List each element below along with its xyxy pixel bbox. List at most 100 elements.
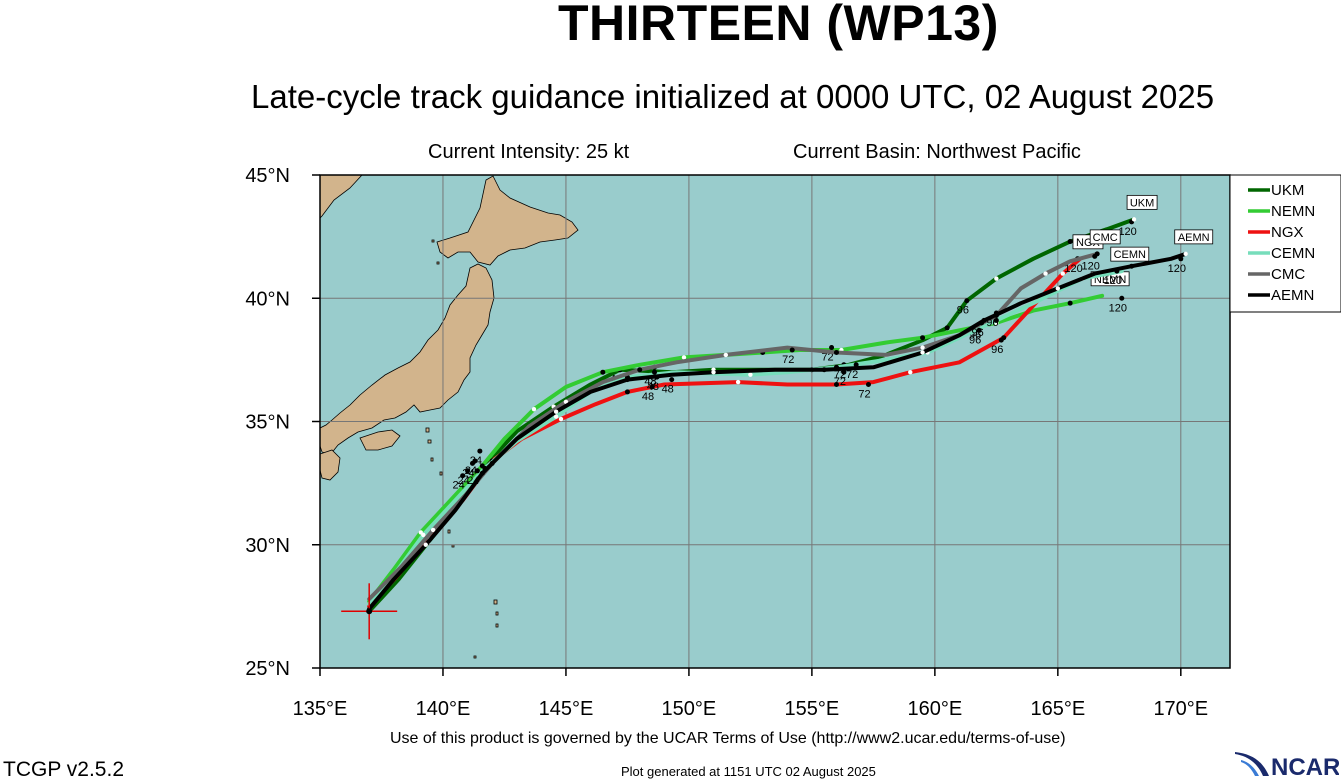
- track-point: [981, 317, 987, 323]
- track-point: [920, 335, 926, 341]
- legend: UKM NEMN NGX CEMN CMC AEMN: [1229, 174, 1341, 313]
- forecast-hour-label: 72: [782, 354, 794, 366]
- forecast-hour-dot: [460, 473, 466, 479]
- landmass-shikoku: [359, 429, 401, 451]
- lat-tick-label: 45°N: [245, 165, 290, 187]
- legend-label-cemn: CEMN: [1271, 245, 1315, 262]
- track-midpoint: [920, 345, 925, 350]
- track-layer: 24487296120UKM24487296120NEMN24487296120…: [367, 194, 1214, 614]
- lon-tick-label: 145°E: [539, 698, 594, 720]
- island: [431, 239, 435, 243]
- forecast-hour-label: 24: [465, 465, 477, 477]
- forecast-hour-label: 24: [457, 475, 469, 487]
- island: [495, 611, 499, 616]
- track-midpoint: [531, 406, 537, 412]
- legend-label-cmc: CMC: [1271, 266, 1305, 283]
- forecast-hour-label: 96: [986, 317, 998, 329]
- forecast-hour-label: 72: [834, 376, 846, 388]
- forecast-hour-dot: [1092, 253, 1098, 259]
- ncar-logo-swoosh-2: [1241, 760, 1259, 776]
- landmass-northwest: [320, 175, 363, 219]
- track-midpoint: [423, 542, 428, 547]
- forecast-hour-dot: [865, 382, 871, 388]
- track-point: [833, 382, 839, 388]
- lon-tick-label: 160°E: [908, 698, 963, 720]
- forecast-hour-dot: [964, 298, 970, 304]
- forecast-hour-dot: [651, 369, 657, 375]
- forecast-hour-label: 120: [1082, 260, 1100, 272]
- track-end-tag-box: [1089, 229, 1121, 245]
- generated-timestamp: Plot generated at 1151 UTC 02 August 202…: [621, 764, 876, 779]
- forecast-hour-label: 120: [1168, 263, 1186, 275]
- track-midpoint: [1183, 251, 1188, 257]
- marker-dot: [366, 608, 373, 615]
- track-midpoint: [723, 352, 729, 358]
- landmass-honshu: [320, 263, 495, 456]
- map-title: THIRTEEN (WP13): [558, 0, 999, 51]
- track-midpoint: [558, 416, 564, 422]
- track-point: [944, 325, 950, 331]
- track-point: [1129, 263, 1135, 269]
- forecast-hour-dot: [474, 468, 480, 474]
- axis-layer: 135°E 140°E 145°E 150°E 155°E 160°E 165°E 170°E…: [245, 165, 1208, 720]
- forecast-hour-dot: [976, 327, 982, 333]
- forecast-hour-label: 24: [467, 475, 479, 487]
- track-midpoint: [681, 355, 687, 360]
- ncar-logo: NCAR: [1235, 752, 1339, 778]
- track-midpoint: [553, 414, 559, 419]
- track-end-tag: UKM: [1130, 197, 1154, 209]
- version-label: TCGP v2.5.2: [3, 758, 124, 781]
- legend-label-nemn: NEMN: [1271, 203, 1315, 220]
- track-midpoint: [1043, 271, 1048, 276]
- current-intensity: Current Intensity: 25 kt: [428, 141, 630, 163]
- island: [436, 261, 440, 265]
- track-midpoint: [1131, 217, 1137, 222]
- track-midpoint: [421, 532, 426, 538]
- terms-of-use: Use of this product is governed by the U…: [390, 730, 1066, 747]
- lon-tick-label: 150°E: [662, 698, 717, 720]
- forecast-hour-label: 120: [1109, 302, 1127, 314]
- island: [495, 623, 499, 628]
- track-point: [637, 367, 643, 373]
- forecast-hour-dot: [649, 384, 655, 390]
- track-midpoint: [994, 276, 999, 281]
- track-end-tag: CMC: [1093, 232, 1118, 244]
- forecast-hour-label: 48: [662, 384, 674, 396]
- ncar-logo-text: NCAR: [1271, 754, 1339, 778]
- track-midpoint: [1060, 271, 1065, 276]
- forecast-hour-label: 72: [858, 389, 870, 401]
- track-midpoint: [430, 527, 436, 533]
- track-midpoint: [711, 370, 716, 375]
- landmass-hokkaido: [436, 175, 579, 266]
- forecast-hour-label: 120: [1118, 226, 1136, 238]
- forecast-hour-dot: [1178, 256, 1184, 262]
- track-midpoint: [553, 409, 559, 414]
- forecast-hour-dot: [1119, 295, 1125, 301]
- forecast-hour-label: 96: [957, 305, 969, 317]
- track-point: [1067, 300, 1073, 306]
- track-point: [624, 377, 630, 383]
- track-point: [1067, 239, 1073, 245]
- track-point: [833, 349, 839, 355]
- lat-tick-label: 30°N: [245, 535, 290, 557]
- track-line-aemn: [367, 251, 1188, 611]
- lat-tick-label: 35°N: [245, 412, 290, 434]
- forecast-hour-dot: [472, 458, 478, 464]
- lat-tick-label: 40°N: [245, 288, 290, 310]
- track-point: [479, 470, 485, 476]
- current-position-marker: [341, 583, 398, 640]
- forecast-hour-label: 72: [846, 369, 858, 381]
- island: [473, 655, 477, 659]
- forecast-hour-dot: [853, 362, 859, 368]
- track-aemn: 24 48 72 96 120 AEMN: [367, 229, 1214, 611]
- grid-layer: [320, 175, 1230, 668]
- track-midpoint: [563, 399, 569, 404]
- track-end-tag-box: [1126, 194, 1158, 210]
- island: [493, 599, 498, 605]
- track-point: [821, 367, 827, 373]
- lon-tick-label: 140°E: [416, 698, 471, 720]
- track-midpoint: [920, 350, 925, 355]
- forecast-hour-label: 96: [969, 334, 981, 346]
- ncar-logo-swoosh: [1235, 752, 1269, 776]
- island: [447, 529, 451, 534]
